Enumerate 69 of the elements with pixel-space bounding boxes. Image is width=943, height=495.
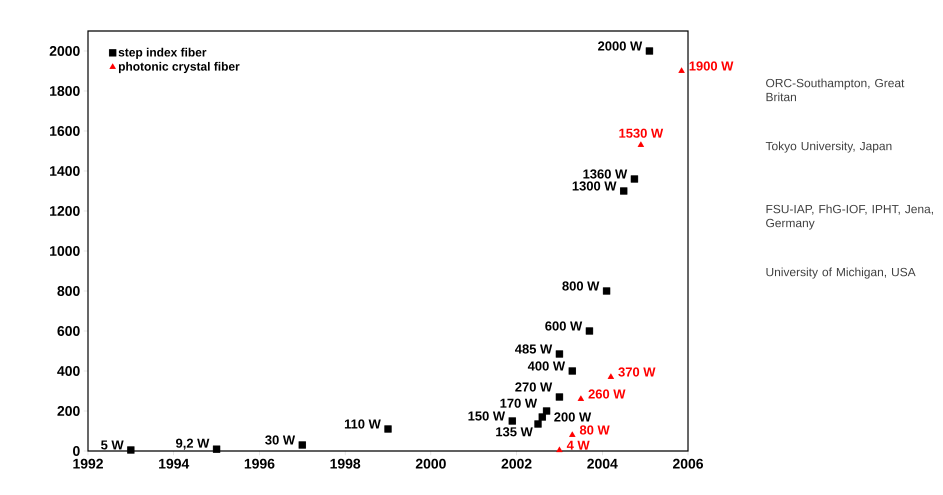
y-tick-label: 2000 — [50, 46, 80, 56]
x-tick-label: 1996 — [244, 458, 274, 469]
data-label: 150 W — [468, 411, 506, 421]
x-tick-label: 2000 — [416, 458, 446, 469]
legend-label: step index fiber — [118, 48, 206, 59]
text: ORC-Southampton, Great Britan — [766, 78, 904, 102]
data-label: 1360 W — [583, 169, 628, 179]
y-tick-label: 800 — [57, 286, 80, 296]
point — [586, 327, 594, 335]
data-label: 600 W — [545, 321, 582, 331]
data-label: 30 W — [265, 435, 296, 445]
point — [127, 446, 135, 454]
x-tick-label: 1992 — [73, 458, 103, 469]
y-tick-label: 1600 — [50, 126, 80, 136]
legend-label: photonic crystal fiber — [118, 62, 240, 74]
data-label: 9,2 W — [176, 438, 210, 450]
point — [568, 367, 576, 375]
text: FSU-IAP, FhG-IOF, IPHT, Jena, Germany — [766, 204, 933, 230]
data-label: 110 W — [344, 419, 381, 429]
point — [542, 407, 550, 415]
data-label: 270 W — [515, 382, 552, 392]
x-tick-label: 2004 — [587, 458, 618, 469]
data-label: 1900 W — [690, 61, 734, 71]
data-label: 1300 W — [572, 181, 616, 191]
point — [556, 446, 563, 452]
y-tick-label: 200 — [57, 406, 80, 416]
data-label: 170 W — [500, 398, 538, 408]
data-label: 5 W — [101, 440, 124, 450]
point — [556, 393, 564, 401]
point — [638, 141, 644, 147]
point — [384, 425, 392, 433]
text: Tokyo University, Japan — [766, 142, 892, 153]
point — [569, 431, 576, 437]
point — [298, 441, 306, 449]
text: University of Michigan, USA — [766, 268, 916, 279]
y-tick-label: 400 — [57, 366, 80, 376]
point — [556, 350, 564, 358]
point — [646, 47, 654, 55]
y-tick-label: 1200 — [50, 206, 80, 216]
x-tick-label: 2002 — [502, 458, 532, 469]
point — [602, 287, 610, 295]
data-label: 800 W — [562, 281, 600, 291]
data-label: 400 W — [528, 361, 566, 371]
data-label: 370 W — [618, 367, 656, 377]
data-label: 200 W — [554, 412, 592, 422]
y-tick-label: 0 — [73, 446, 80, 456]
point — [620, 187, 628, 195]
y-tick-label: 600 — [57, 326, 80, 336]
point — [508, 417, 516, 425]
x-tick-label: 1998 — [330, 458, 360, 469]
point — [630, 175, 638, 183]
data-label: 485 W — [515, 344, 552, 354]
data-label: 2000 W — [598, 41, 642, 51]
point — [578, 395, 584, 401]
point — [212, 445, 220, 453]
x-tick-label: 1994 — [159, 458, 190, 469]
point — [538, 413, 546, 421]
data-label: 260 W — [588, 389, 626, 399]
y-tick-label: 1800 — [50, 86, 80, 96]
y-tick-label: 1000 — [50, 246, 80, 256]
data-label: 80 W — [580, 425, 610, 435]
data-label: 4 W — [566, 440, 590, 450]
data-label: 135 W — [496, 427, 533, 436]
point — [534, 420, 542, 428]
x-tick-label: 2006 — [672, 458, 704, 469]
point — [678, 67, 685, 73]
point — [608, 373, 614, 379]
data-label: 1530 W — [619, 128, 664, 138]
y-tick-label: 1400 — [50, 166, 80, 176]
